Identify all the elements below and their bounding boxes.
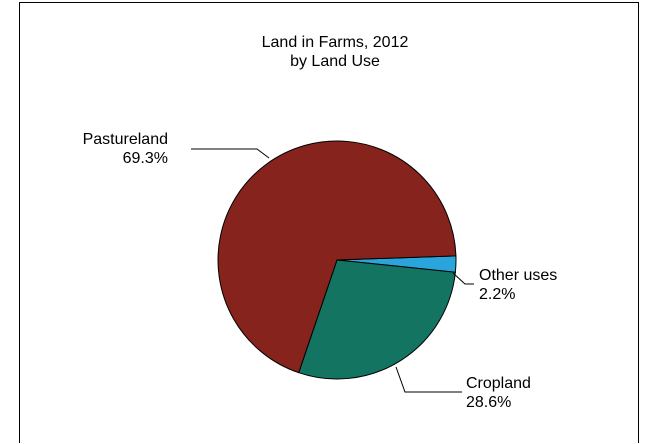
pie-slice-pastureland (217, 140, 457, 374)
other-uses-leader (452, 272, 474, 285)
cropland-label: Cropland (466, 375, 531, 392)
other-uses-label: Other uses (479, 267, 557, 284)
pie-slices (217, 140, 457, 380)
pie-slice-cropland (298, 259, 456, 380)
other-uses-percent: 2.2% (479, 286, 515, 303)
pie-chart: Land in Farms, 2012 by Land Use Other us… (83, 34, 558, 411)
chart-title-line-2: by Land Use (290, 53, 380, 70)
cropland-leader (395, 366, 462, 393)
chart-frame: Land in Farms, 2012 by Land Use Other us… (19, 2, 639, 443)
chart-title-line-1: Land in Farms, 2012 (262, 34, 409, 51)
pastureland-label: Pastureland (83, 131, 168, 148)
cropland-percent: 28.6% (466, 394, 511, 411)
pastureland-percent: 69.3% (123, 150, 168, 167)
pastureland-leader (191, 148, 270, 159)
